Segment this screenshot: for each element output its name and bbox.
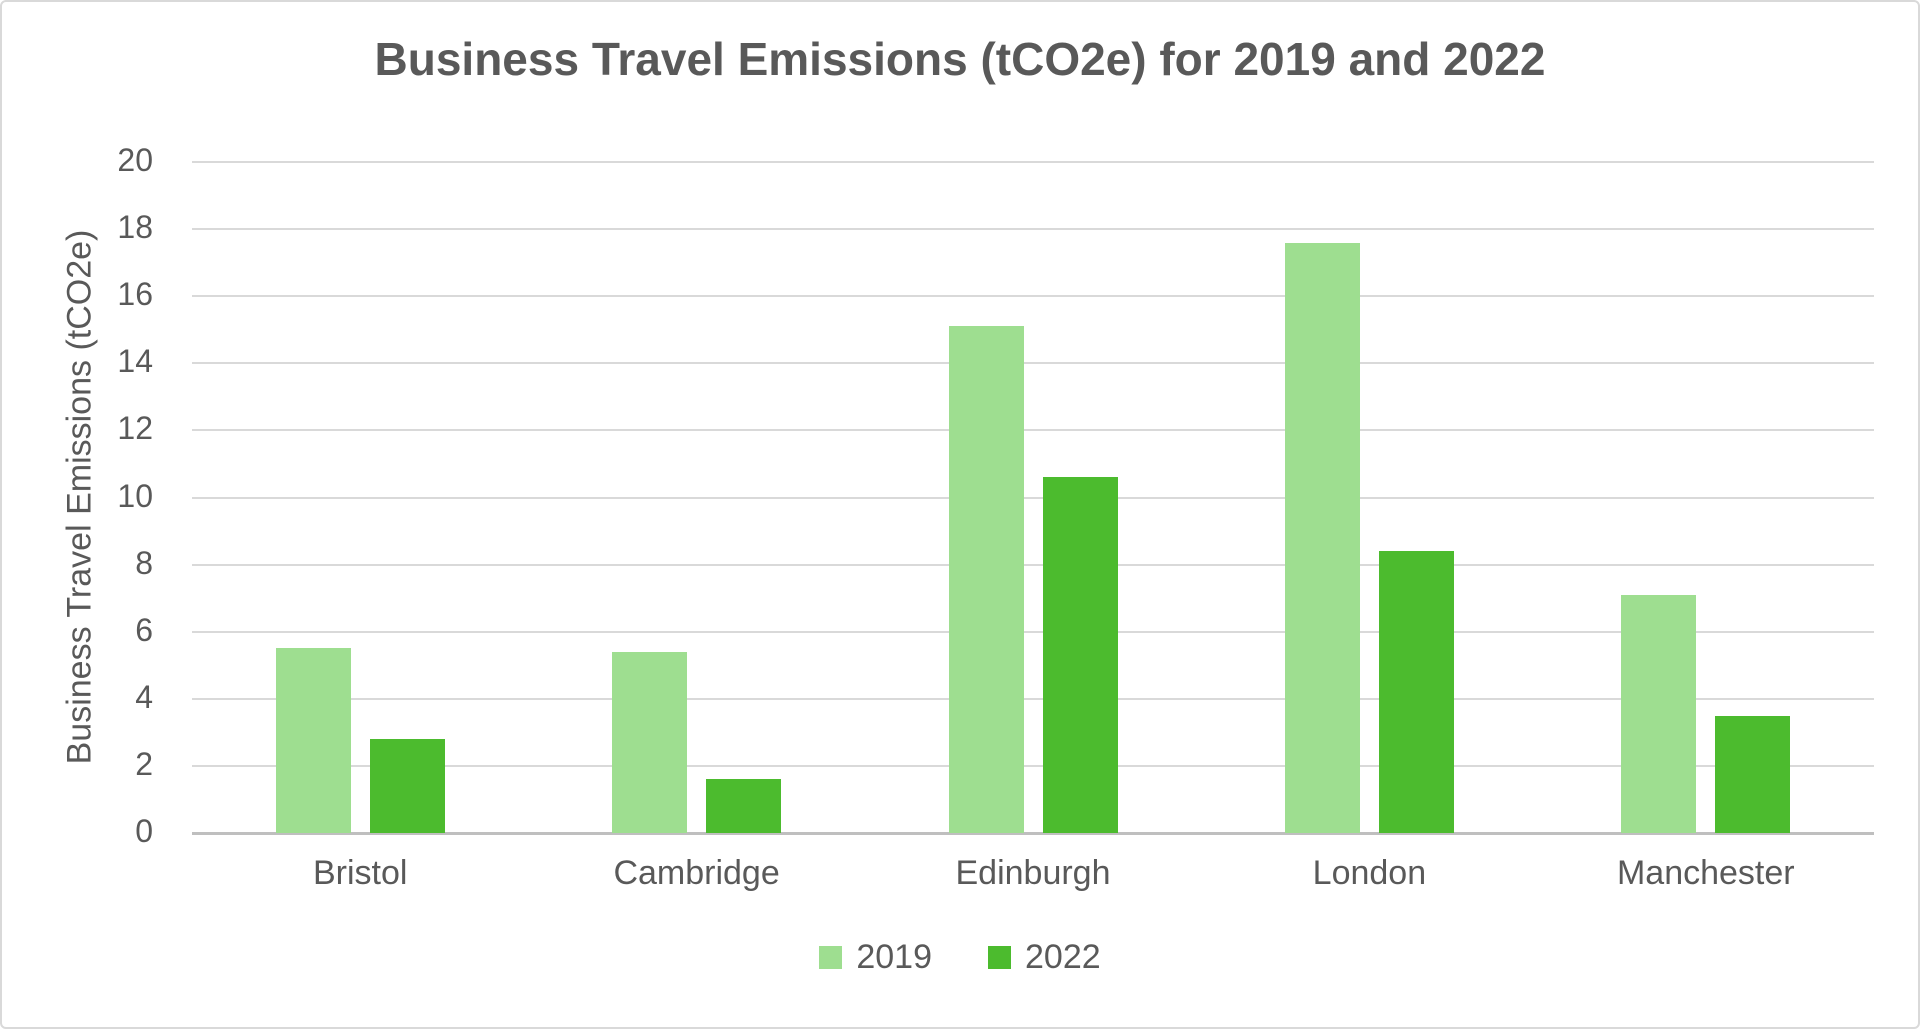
- gridline: [192, 496, 1874, 499]
- bar-2019-manchester: [1621, 594, 1697, 833]
- legend-swatch-icon: [819, 946, 843, 969]
- gridline: [192, 563, 1874, 566]
- x-axis-line: [192, 832, 1874, 835]
- gridline: [192, 161, 1874, 163]
- bar-2019-london: [1284, 242, 1360, 833]
- bar-2019-cambridge: [612, 651, 688, 833]
- gridline: [192, 362, 1874, 365]
- plot-area: [192, 161, 1874, 835]
- bar-2022-cambridge: [706, 779, 782, 833]
- y-tick-label: 6: [135, 611, 153, 648]
- legend-label: 2019: [856, 938, 932, 976]
- legend: 2019 2022: [2, 938, 1918, 977]
- legend-label: 2022: [1025, 938, 1101, 976]
- y-tick-label: 14: [117, 343, 153, 380]
- chart-title: Business Travel Emissions (tCO2e) for 20…: [374, 33, 1546, 85]
- gridline: [192, 295, 1874, 298]
- x-category-label-cambridge: Cambridge: [613, 854, 780, 892]
- bar-2022-edinburgh: [1042, 477, 1118, 833]
- bar-2022-bristol: [369, 739, 445, 833]
- y-tick-label: 16: [117, 276, 153, 313]
- x-category-label-bristol: Bristol: [312, 854, 408, 892]
- gridline: [192, 697, 1874, 700]
- legend-item-2019: 2019: [819, 938, 932, 977]
- y-tick-label: 8: [135, 544, 153, 581]
- bar-2019-edinburgh: [948, 326, 1024, 833]
- y-tick-label: 12: [117, 410, 153, 447]
- x-category-label-edinburgh: Edinburgh: [955, 854, 1111, 892]
- gridline: [192, 228, 1874, 231]
- x-category-label-manchester: Manchester: [1616, 854, 1795, 892]
- bar-2022-london: [1378, 551, 1454, 833]
- y-tick-label: 18: [117, 209, 153, 246]
- y-tick-label: 10: [117, 477, 153, 514]
- legend-item-2022: 2022: [988, 938, 1101, 977]
- legend-swatch-icon: [988, 946, 1011, 969]
- gridline: [192, 429, 1874, 432]
- bar-2019-bristol: [275, 648, 351, 833]
- x-category-label-london: London: [1312, 854, 1427, 892]
- bar-2022-manchester: [1715, 715, 1791, 833]
- y-tick-label: 2: [135, 745, 153, 782]
- y-tick-label: 4: [135, 678, 153, 715]
- y-tick-label: 0: [135, 813, 153, 849]
- y-tick-label: 20: [117, 142, 153, 178]
- gridline: [192, 764, 1874, 767]
- y-axis-label: Business Travel Emissions (tCO2e): [60, 229, 99, 765]
- gridline: [192, 630, 1874, 633]
